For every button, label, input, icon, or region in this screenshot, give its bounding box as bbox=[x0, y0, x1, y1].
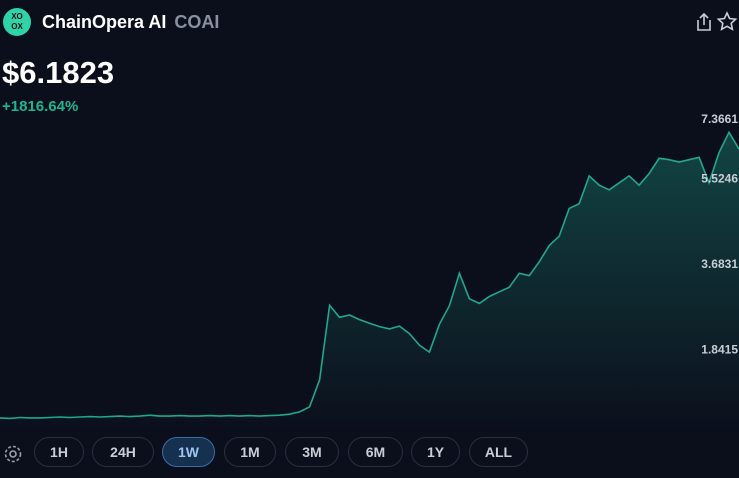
coin-name: ChainOpera AI bbox=[42, 12, 166, 32]
y-tick-label: 5.5246 bbox=[701, 172, 738, 186]
svg-text:XO: XO bbox=[11, 12, 23, 21]
area-fill bbox=[0, 132, 739, 431]
range-button[interactable]: 1Y bbox=[411, 437, 460, 467]
price-line bbox=[0, 130, 739, 420]
y-tick-label: 7.3661 bbox=[701, 112, 738, 126]
range-button[interactable]: ALL bbox=[469, 437, 528, 467]
y-tick-label: 3.6831 bbox=[701, 257, 738, 271]
range-button[interactable]: 1M bbox=[224, 437, 276, 467]
price: $6.1823 bbox=[2, 55, 114, 90]
svg-text:OX: OX bbox=[11, 22, 23, 31]
y-tick-label: 1.8415 bbox=[701, 342, 738, 356]
range-button[interactable]: 1H bbox=[34, 437, 84, 467]
coin-symbol: COAI bbox=[174, 12, 219, 32]
range-button[interactable]: 3M bbox=[285, 437, 339, 467]
logo: XO OX bbox=[3, 8, 31, 36]
range-button[interactable]: 6M bbox=[348, 437, 403, 467]
range-button[interactable]: 1W bbox=[162, 437, 215, 467]
price-change: +1816.64% bbox=[2, 98, 78, 115]
range-button[interactable]: 24H bbox=[92, 437, 154, 467]
share-button[interactable] bbox=[697, 12, 711, 31]
favorite-button[interactable] bbox=[716, 11, 738, 31]
settings-button[interactable] bbox=[4, 445, 22, 463]
